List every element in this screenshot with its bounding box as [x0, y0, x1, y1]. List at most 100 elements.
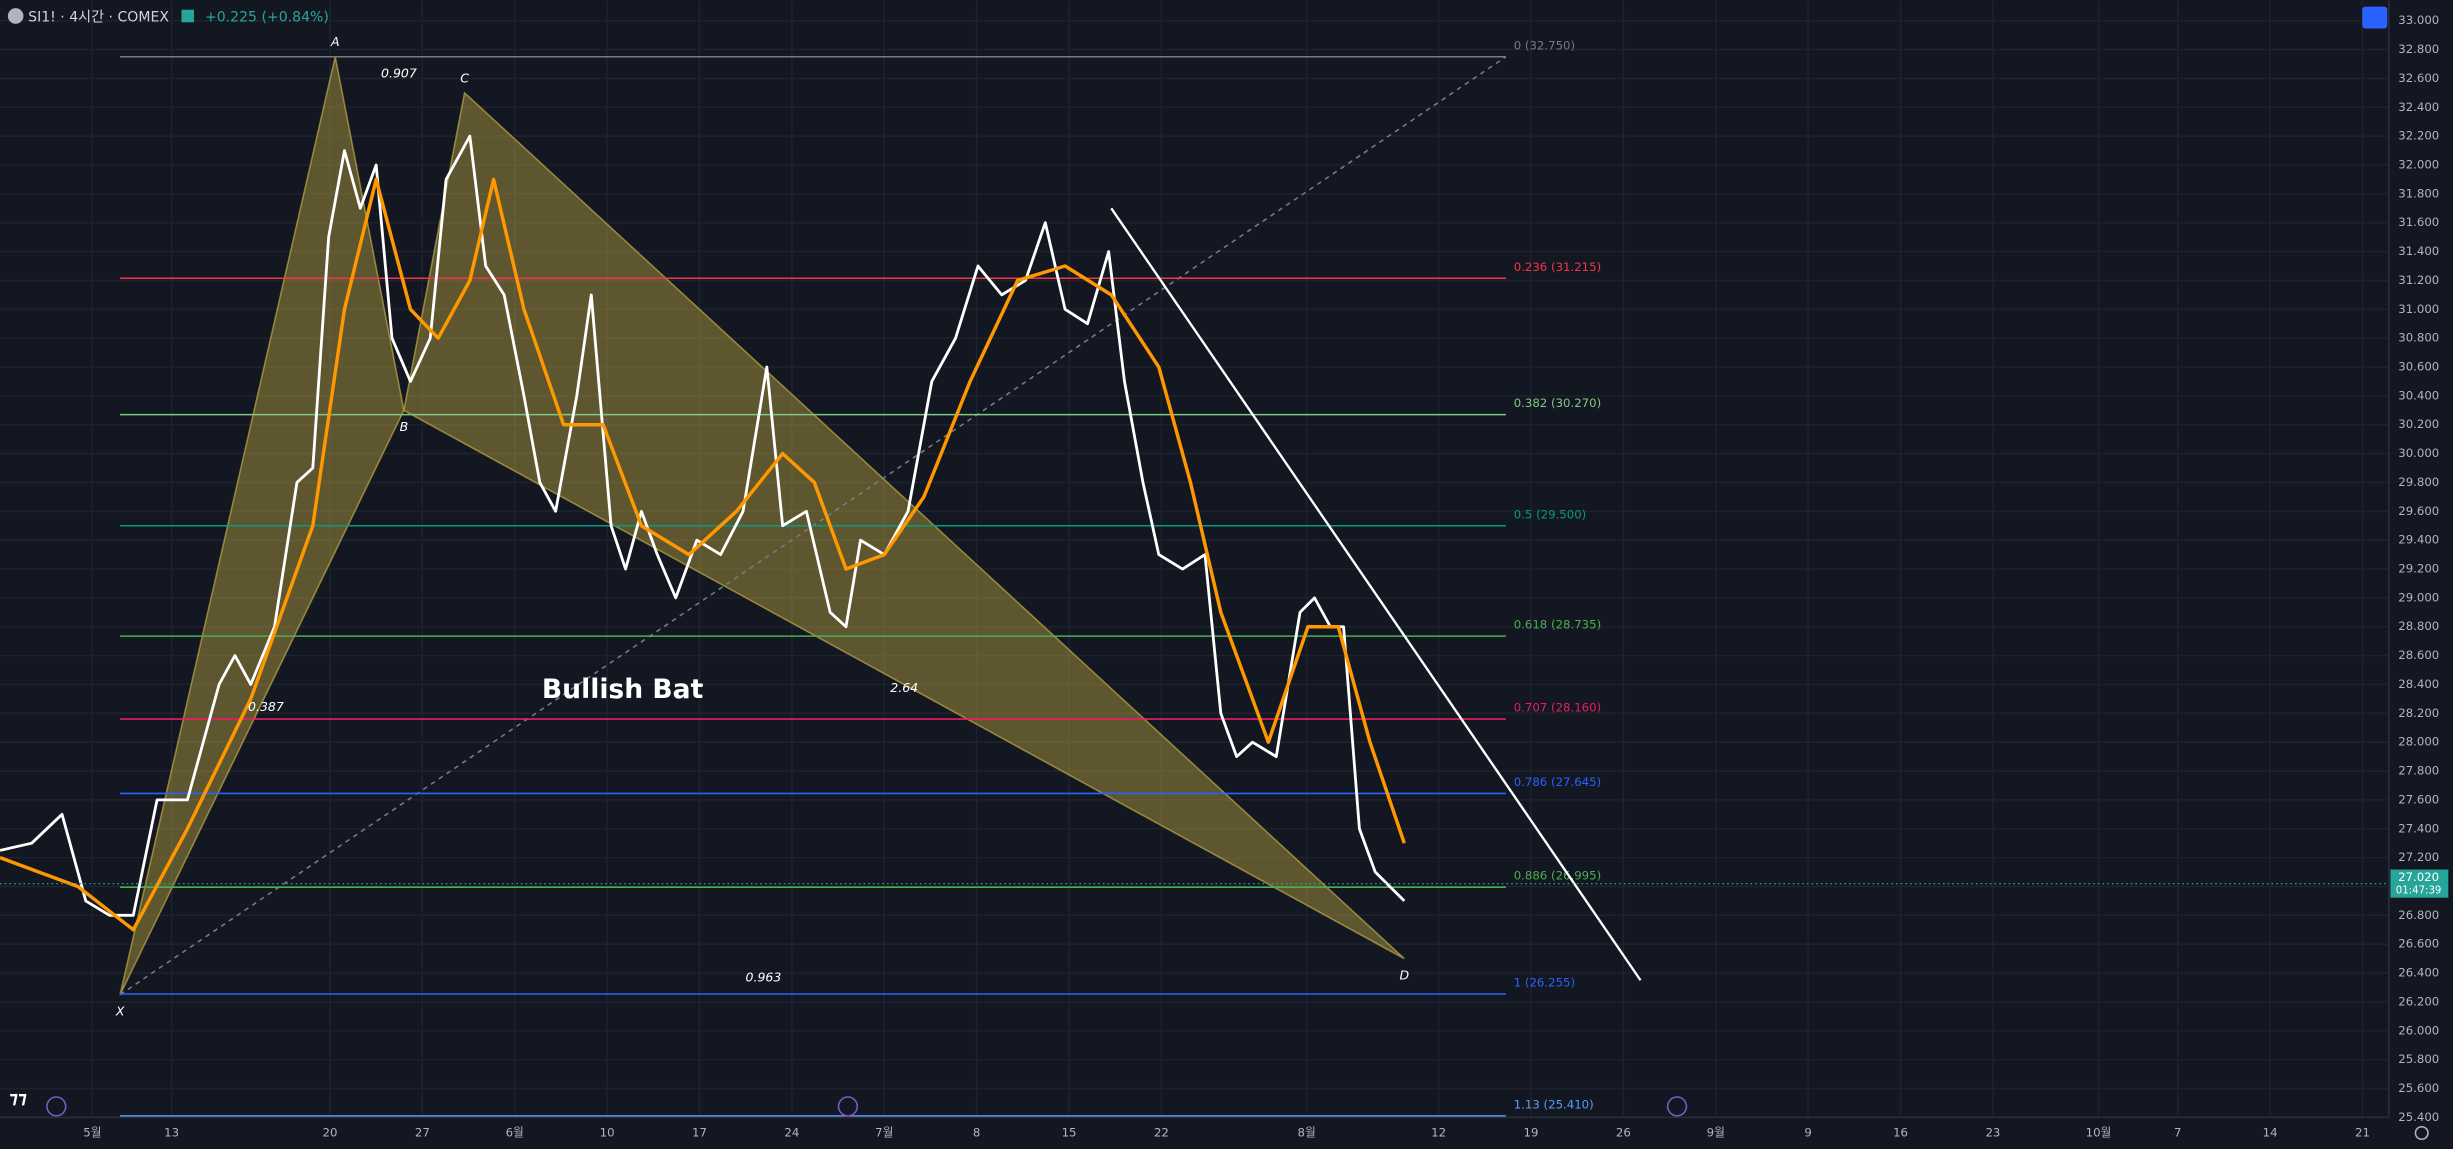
y-tick-label: 26.600 — [2398, 937, 2439, 951]
x-tick-label: 5월 — [83, 1125, 101, 1139]
x-tick-label: 7월 — [875, 1125, 893, 1139]
icon[interactable] — [46, 1096, 67, 1117]
x-tick-label: 21 — [2355, 1125, 2370, 1139]
ratio-label: 0.907 — [381, 65, 417, 80]
x-tick-label: 10월 — [2086, 1125, 2112, 1139]
point-label: B — [400, 419, 409, 434]
y-tick-label: 25.800 — [2398, 1052, 2439, 1066]
symbol-icon — [7, 8, 24, 24]
y-tick-label: 26.400 — [2398, 966, 2439, 980]
y-tick-label: 25.600 — [2398, 1081, 2439, 1095]
ratio-label: 0.963 — [746, 970, 782, 985]
time-axis — [0, 1117, 2389, 1149]
y-tick-label: 26.000 — [2398, 1023, 2439, 1037]
fib-label: 0.618 (28.735) — [1514, 618, 1601, 632]
y-tick-label: 32.400 — [2398, 100, 2439, 114]
y-tick-label: 30.400 — [2398, 388, 2439, 402]
settings-icon[interactable] — [2414, 1125, 2429, 1141]
y-tick-label: 29.400 — [2398, 533, 2439, 547]
x-tick-label: 26 — [1616, 1125, 1631, 1139]
last-price-tag — [2390, 869, 2449, 898]
y-tick-label: 31.600 — [2398, 215, 2439, 229]
x-tick-label: 14 — [2263, 1125, 2278, 1139]
x-tick-label: 19 — [1524, 1125, 1539, 1139]
status-icon — [181, 9, 194, 23]
logo: ⁊⁊ — [9, 1089, 27, 1109]
last-price-label: 27.020 — [2398, 870, 2439, 884]
y-tick-label: 32.000 — [2398, 157, 2439, 171]
fib-label: 0.236 (31.215) — [1514, 260, 1601, 274]
x-tick-label: 24 — [784, 1125, 799, 1139]
y-tick-label: 30.000 — [2398, 446, 2439, 460]
x-tick-label: 8월 — [1297, 1125, 1315, 1139]
change: +0.225 (+0.84%) — [205, 10, 329, 26]
pattern-title: Bullish Bat — [542, 674, 704, 705]
x-tick-label: 12 — [1431, 1125, 1446, 1139]
x-tick-label: 6월 — [506, 1125, 524, 1139]
y-tick-label: 27.200 — [2398, 850, 2439, 864]
plot: X A B C D 0 (32.750) 0.236 (31.215) 0.382 (30.2… — [0, 34, 2389, 1111]
symbol: SI1! · 4시간 · COMEX — [28, 10, 169, 26]
x-tick-label: 10 — [600, 1125, 615, 1139]
y-tick-label: 27.600 — [2398, 792, 2439, 806]
y-tick-label: 31.000 — [2398, 302, 2439, 316]
point-label: A — [330, 34, 340, 49]
y-tick-label: 31.400 — [2398, 244, 2439, 258]
y-tick-label: 28.000 — [2398, 735, 2439, 749]
fib-label: 0 (32.750) — [1514, 38, 1575, 52]
y-tick-label: 25.400 — [2398, 1110, 2439, 1124]
trendline — [1110, 207, 1642, 981]
fib-label: 0.707 (28.160) — [1514, 701, 1601, 715]
x-tick-label: 17 — [692, 1125, 707, 1139]
x-tick-label: 9 — [1804, 1125, 1811, 1139]
fib-label: 0.382 (30.270) — [1514, 396, 1601, 410]
point-label: X — [115, 1003, 125, 1018]
point-label: D — [1399, 967, 1409, 982]
icon[interactable] — [1666, 1096, 1688, 1117]
x-tick-label: 9월 — [1707, 1125, 1725, 1139]
y-tick-label: 32.600 — [2398, 71, 2439, 85]
point-label: C — [460, 70, 469, 85]
y-tick-label: 32.800 — [2398, 42, 2439, 56]
y-tick-label: 28.800 — [2398, 619, 2439, 633]
y-tick-label: 29.800 — [2398, 475, 2439, 489]
y-tick-label: 28.400 — [2398, 677, 2439, 691]
y-tick-label: 28.200 — [2398, 706, 2439, 720]
fib-label: 0.5 (29.500) — [1514, 507, 1587, 521]
button[interactable] — [2362, 6, 2388, 29]
ratio-label: 0.387 — [248, 699, 284, 714]
y-tick-label: 30.800 — [2398, 331, 2439, 345]
x-tick-label: 7 — [2174, 1125, 2181, 1139]
y-tick-label: 29.000 — [2398, 590, 2439, 604]
fib-label: 0.886 (26.995) — [1514, 869, 1601, 883]
price-line — [0, 134, 1406, 917]
x-tick-label: 27 — [415, 1125, 430, 1139]
x-tick-label: 22 — [1154, 1125, 1169, 1139]
x-tick-label: 15 — [1062, 1125, 1077, 1139]
y-tick-label: 27.400 — [2398, 821, 2439, 835]
x-tick-label: 13 — [164, 1125, 179, 1139]
y-tick-label: 27.800 — [2398, 764, 2439, 778]
y-tick-label: 33.000 — [2398, 13, 2439, 27]
x-tick-label: 23 — [1985, 1125, 2000, 1139]
icon[interactable] — [837, 1096, 859, 1117]
y-tick-label: 29.200 — [2398, 562, 2439, 576]
fib-label: 1 (26.255) — [1514, 976, 1575, 990]
ratio-label: 2.64 — [890, 680, 918, 695]
axes: 25.400 25.600 25.800 26.000 26.200 26.400 26.6… — [83, 13, 2439, 1139]
y-tick-label: 30.600 — [2398, 360, 2439, 374]
y-tick-label: 26.200 — [2398, 994, 2439, 1008]
y-tick-label: 32.200 — [2398, 129, 2439, 143]
x-tick-label: 8 — [973, 1125, 980, 1139]
y-tick-label: 28.600 — [2398, 648, 2439, 662]
y-tick-label: 29.600 — [2398, 504, 2439, 518]
y-tick-label: 26.800 — [2398, 908, 2439, 922]
fib-label: 0.786 (27.645) — [1514, 775, 1601, 789]
fib-label: 1.13 (25.410) — [1514, 1097, 1594, 1111]
x-tick-label: 16 — [1893, 1125, 1908, 1139]
y-tick-label: 30.200 — [2398, 417, 2439, 431]
x-tick-label: 20 — [322, 1125, 337, 1139]
